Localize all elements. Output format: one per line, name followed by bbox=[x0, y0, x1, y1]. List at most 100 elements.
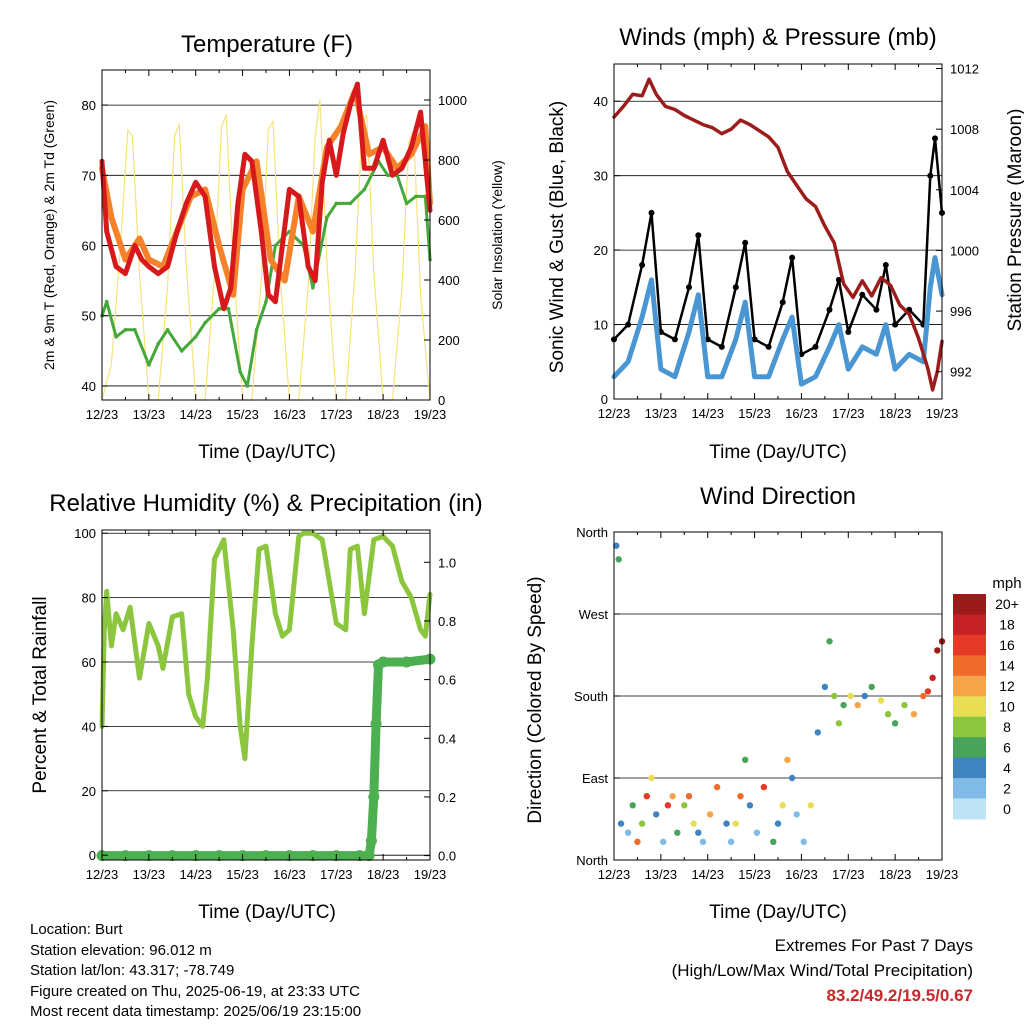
dewpoint-point bbox=[238, 370, 242, 374]
pressure-ytick-right-label: 1012 bbox=[950, 62, 979, 77]
solar-ytick-right-label: 800 bbox=[438, 153, 460, 168]
wind-direction-point bbox=[742, 756, 749, 763]
gust-point bbox=[751, 336, 758, 343]
dewpoint-point bbox=[254, 328, 259, 332]
colorbar-label: 2 bbox=[1003, 780, 1011, 796]
wind-direction-point bbox=[784, 756, 791, 763]
gust-point bbox=[845, 329, 852, 335]
dewpoint-point bbox=[414, 194, 418, 199]
direction-xtick-label: 17/23 bbox=[832, 867, 865, 882]
temperature-ytick-label: 60 bbox=[82, 239, 96, 254]
colorbar-swatch bbox=[953, 778, 986, 800]
humidity-xtick-label: 17/23 bbox=[320, 867, 353, 882]
precip-ytick-right-label: 0.4 bbox=[438, 731, 456, 746]
gust-point bbox=[686, 284, 692, 291]
wind-direction-point bbox=[699, 838, 707, 845]
winds-pressure-panel: Winds (mph) & Pressure (mb) 0 10 20 30 40 992… bbox=[547, 24, 1024, 463]
wind-direction-point bbox=[613, 542, 620, 549]
colorbar-label: 0 bbox=[1003, 801, 1011, 817]
wind-direction-point bbox=[770, 838, 777, 845]
precipitation-point bbox=[213, 850, 225, 862]
colorbar-swatch bbox=[953, 737, 986, 759]
dewpoint-point bbox=[264, 299, 268, 304]
gust-point bbox=[732, 284, 739, 291]
precip-ytick-right-label: 0.2 bbox=[438, 790, 456, 805]
wind-direction-point bbox=[690, 820, 697, 827]
wind-direction-point bbox=[920, 692, 927, 700]
wind-direction-point bbox=[861, 692, 868, 700]
wind-direction-point bbox=[695, 829, 702, 836]
wind-direction-point bbox=[634, 838, 641, 845]
wind-direction-point bbox=[737, 793, 744, 800]
wind-direction-title: Wind Direction bbox=[700, 483, 856, 510]
wind-xtick-label: 19/23 bbox=[926, 406, 959, 421]
extremes-title: Extremes For Past 7 Days bbox=[774, 936, 973, 955]
temp-2m-line bbox=[99, 81, 433, 312]
dewpoint-point bbox=[334, 201, 339, 206]
wind-direction-point bbox=[681, 802, 688, 809]
dewpoint-point bbox=[147, 363, 151, 367]
elevation-text: Station elevation: 96.012 m bbox=[30, 941, 212, 959]
wind-direction-point bbox=[674, 829, 681, 836]
gust-point bbox=[882, 262, 889, 268]
winds-xlabel: Time (Day/UTC) bbox=[709, 442, 847, 463]
precipitation-point bbox=[354, 850, 366, 862]
solar-ytick-right-label: 400 bbox=[438, 273, 460, 288]
gust-point bbox=[859, 291, 866, 298]
wind-ytick-label: 10 bbox=[594, 318, 608, 333]
wind-direction-point bbox=[664, 802, 672, 809]
gust-point bbox=[648, 209, 655, 216]
temperature-ytick-label: 70 bbox=[82, 168, 96, 183]
wind-direction-point bbox=[629, 802, 636, 809]
wind-direction-point bbox=[760, 783, 768, 791]
direction-xtick-label: 14/23 bbox=[691, 867, 724, 882]
wind-direction-point bbox=[800, 838, 807, 845]
dewpoint-point bbox=[325, 215, 329, 220]
humidity-xtick-label: 15/23 bbox=[226, 867, 259, 882]
colorbar-label: 8 bbox=[1003, 719, 1011, 735]
precip-ytick-right-label: 0.6 bbox=[438, 673, 456, 688]
direction-ytick-label: South bbox=[574, 689, 608, 704]
pressure-ytick-right-label: 996 bbox=[950, 304, 972, 319]
gust-point bbox=[742, 239, 749, 246]
wind-direction-ylabel: Direction (Colored By Speed) bbox=[525, 576, 546, 823]
wind-xtick-label: 14/23 bbox=[691, 406, 724, 421]
wind-direction-point bbox=[624, 829, 632, 836]
gust-point bbox=[718, 343, 725, 350]
gust-point bbox=[927, 172, 934, 179]
solar-ytick-right-label: 1000 bbox=[438, 93, 467, 108]
gust-point bbox=[835, 276, 842, 283]
precipitation-point bbox=[260, 850, 272, 862]
colorbar-swatch bbox=[953, 675, 986, 697]
humidity-xtick-label: 12/23 bbox=[86, 867, 119, 882]
gust-point bbox=[704, 336, 711, 343]
wind-direction-point bbox=[891, 720, 899, 727]
temperature-ytick-label: 50 bbox=[82, 309, 96, 324]
solar-ytick-right-label: 200 bbox=[438, 333, 460, 348]
wind-direction-point bbox=[779, 802, 786, 809]
temperature-title: Temperature (F) bbox=[181, 31, 353, 58]
wind-direction-point bbox=[910, 711, 918, 718]
dewpoint-point bbox=[203, 321, 207, 325]
direction-ytick-label: East bbox=[582, 771, 608, 786]
gust-line bbox=[612, 137, 944, 356]
dewpoint-point bbox=[245, 384, 250, 388]
precipitation-point bbox=[401, 656, 413, 668]
humidity-ytick-label: 0 bbox=[89, 848, 96, 863]
humidity-xlabel: Time (Day/UTC) bbox=[198, 902, 336, 923]
temperature-ytick-label: 40 bbox=[82, 379, 96, 394]
dewpoint-point bbox=[179, 349, 184, 353]
extremes-box: Extremes For Past 7 Days (High/Low/Max W… bbox=[672, 933, 973, 1008]
wind-direction-point bbox=[847, 692, 854, 700]
wind-direction-point bbox=[660, 838, 667, 845]
station-info: Location: Burt Station elevation: 96.012… bbox=[30, 920, 361, 1023]
direction-xtick-label: 19/23 bbox=[926, 867, 959, 882]
wind-direction-point bbox=[723, 820, 730, 827]
wind-direction-point bbox=[788, 774, 796, 782]
dewpoint-point bbox=[217, 306, 221, 311]
temperature-xlabel: Time (Day/UTC) bbox=[198, 442, 336, 463]
precipitation-point bbox=[166, 850, 178, 862]
direction-ytick-label: North bbox=[576, 853, 608, 868]
wind-ytick-label: 0 bbox=[601, 392, 608, 407]
colorbar-label: 6 bbox=[1003, 739, 1011, 755]
